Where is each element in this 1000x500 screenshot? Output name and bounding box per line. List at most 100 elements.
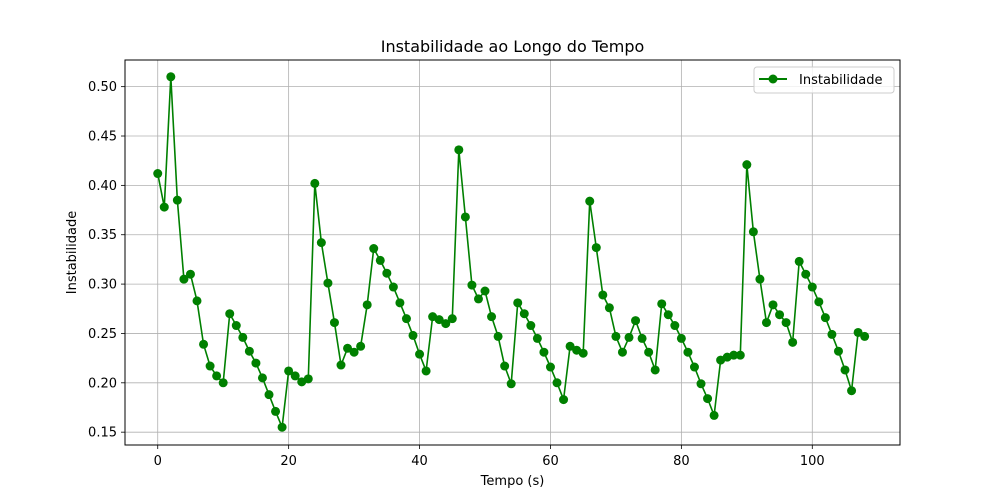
grid-lines — [125, 60, 900, 445]
y-tick-label: 0.25 — [88, 327, 117, 342]
data-point — [820, 313, 830, 323]
data-point — [212, 371, 222, 381]
data-point — [617, 347, 627, 357]
data-point — [329, 318, 339, 328]
legend-box — [753, 66, 895, 94]
data-point — [303, 374, 313, 384]
data-point — [788, 337, 798, 347]
data-point — [604, 303, 614, 313]
data-point — [369, 244, 379, 254]
data-point — [336, 360, 346, 370]
data-point — [565, 341, 575, 351]
y-tick-label: 0.30 — [88, 278, 117, 293]
data-point — [251, 358, 261, 368]
data-point — [689, 362, 699, 372]
data-point — [735, 350, 745, 360]
data-point — [657, 299, 667, 309]
chart-title: Instabilidade ao Longo do Tempo — [381, 37, 645, 56]
y-tick-label: 0.35 — [88, 228, 117, 243]
legend-marker — [768, 74, 778, 84]
data-point — [277, 422, 287, 432]
y-tick-label: 0.45 — [88, 130, 117, 145]
x-tick-label: 60 — [542, 454, 559, 469]
data-point — [166, 72, 176, 82]
data-point — [199, 339, 209, 349]
data-point — [650, 365, 660, 375]
data-point — [290, 371, 300, 381]
data-point — [323, 278, 333, 288]
data-point — [310, 178, 320, 188]
x-axis: 0 20 40 60 80 100 — [154, 445, 825, 469]
data-point — [663, 310, 673, 320]
data-point — [238, 332, 248, 342]
data-point — [768, 300, 778, 310]
data-point — [395, 298, 405, 308]
data-point — [487, 312, 497, 322]
x-tick-label: 0 — [154, 454, 162, 469]
data-point — [225, 309, 235, 319]
data-point — [185, 269, 195, 279]
data-point — [218, 378, 228, 388]
data-point — [559, 395, 569, 405]
data-point — [454, 145, 464, 155]
data-point — [814, 297, 824, 307]
data-point — [742, 160, 752, 170]
y-tick-label: 0.20 — [88, 376, 117, 391]
data-point — [343, 343, 353, 353]
y-tick-label: 0.50 — [88, 80, 117, 95]
plot-frame — [124, 59, 901, 446]
data-point — [526, 321, 536, 331]
data-point — [362, 300, 372, 310]
data-point — [578, 348, 588, 358]
data-point — [415, 349, 425, 359]
data-point — [356, 341, 366, 351]
x-axis-title: Tempo (s) — [480, 474, 545, 489]
data-point — [840, 365, 850, 375]
data-point — [493, 331, 503, 341]
data-point — [473, 294, 483, 304]
data-point — [500, 361, 510, 371]
data-point — [375, 255, 385, 265]
data-point — [670, 321, 680, 331]
legend-label: Instabilidade — [799, 73, 882, 88]
data-point — [833, 346, 843, 356]
data-point — [853, 327, 863, 337]
data-point — [611, 331, 621, 341]
y-tick-label: 0.40 — [88, 179, 117, 194]
data-point — [631, 316, 641, 326]
data-point — [709, 410, 719, 420]
data-point — [388, 282, 398, 292]
data-point — [860, 331, 870, 341]
legend: Instabilidade — [753, 66, 895, 94]
data-point — [434, 315, 444, 325]
x-tick-label: 40 — [411, 454, 428, 469]
data-point — [683, 347, 693, 357]
y-axis-title: Instabilidade — [65, 211, 80, 294]
data-point — [794, 256, 804, 266]
y-tick-label: 0.15 — [88, 426, 117, 441]
data-point — [480, 286, 490, 296]
data-point — [807, 282, 817, 292]
data-point — [460, 212, 470, 222]
data-point — [159, 202, 169, 212]
data-point — [781, 318, 791, 328]
data-point — [205, 361, 215, 371]
data-point — [801, 269, 811, 279]
y-axis: 0.15 0.20 0.25 0.30 0.35 0.40 0.45 0.50 — [88, 80, 125, 441]
data-point — [827, 329, 837, 339]
data-point — [264, 390, 274, 400]
x-tick-label: 80 — [673, 454, 690, 469]
data-point — [585, 196, 595, 206]
data-point — [192, 296, 202, 306]
data-point — [244, 346, 254, 356]
data-point — [153, 169, 163, 179]
data-point — [748, 227, 758, 237]
data-point — [447, 314, 457, 324]
data-point — [408, 330, 418, 340]
data-point — [172, 195, 182, 205]
data-point — [755, 274, 765, 284]
data-point — [284, 366, 294, 376]
data-point — [775, 310, 785, 320]
data-point — [703, 394, 713, 404]
